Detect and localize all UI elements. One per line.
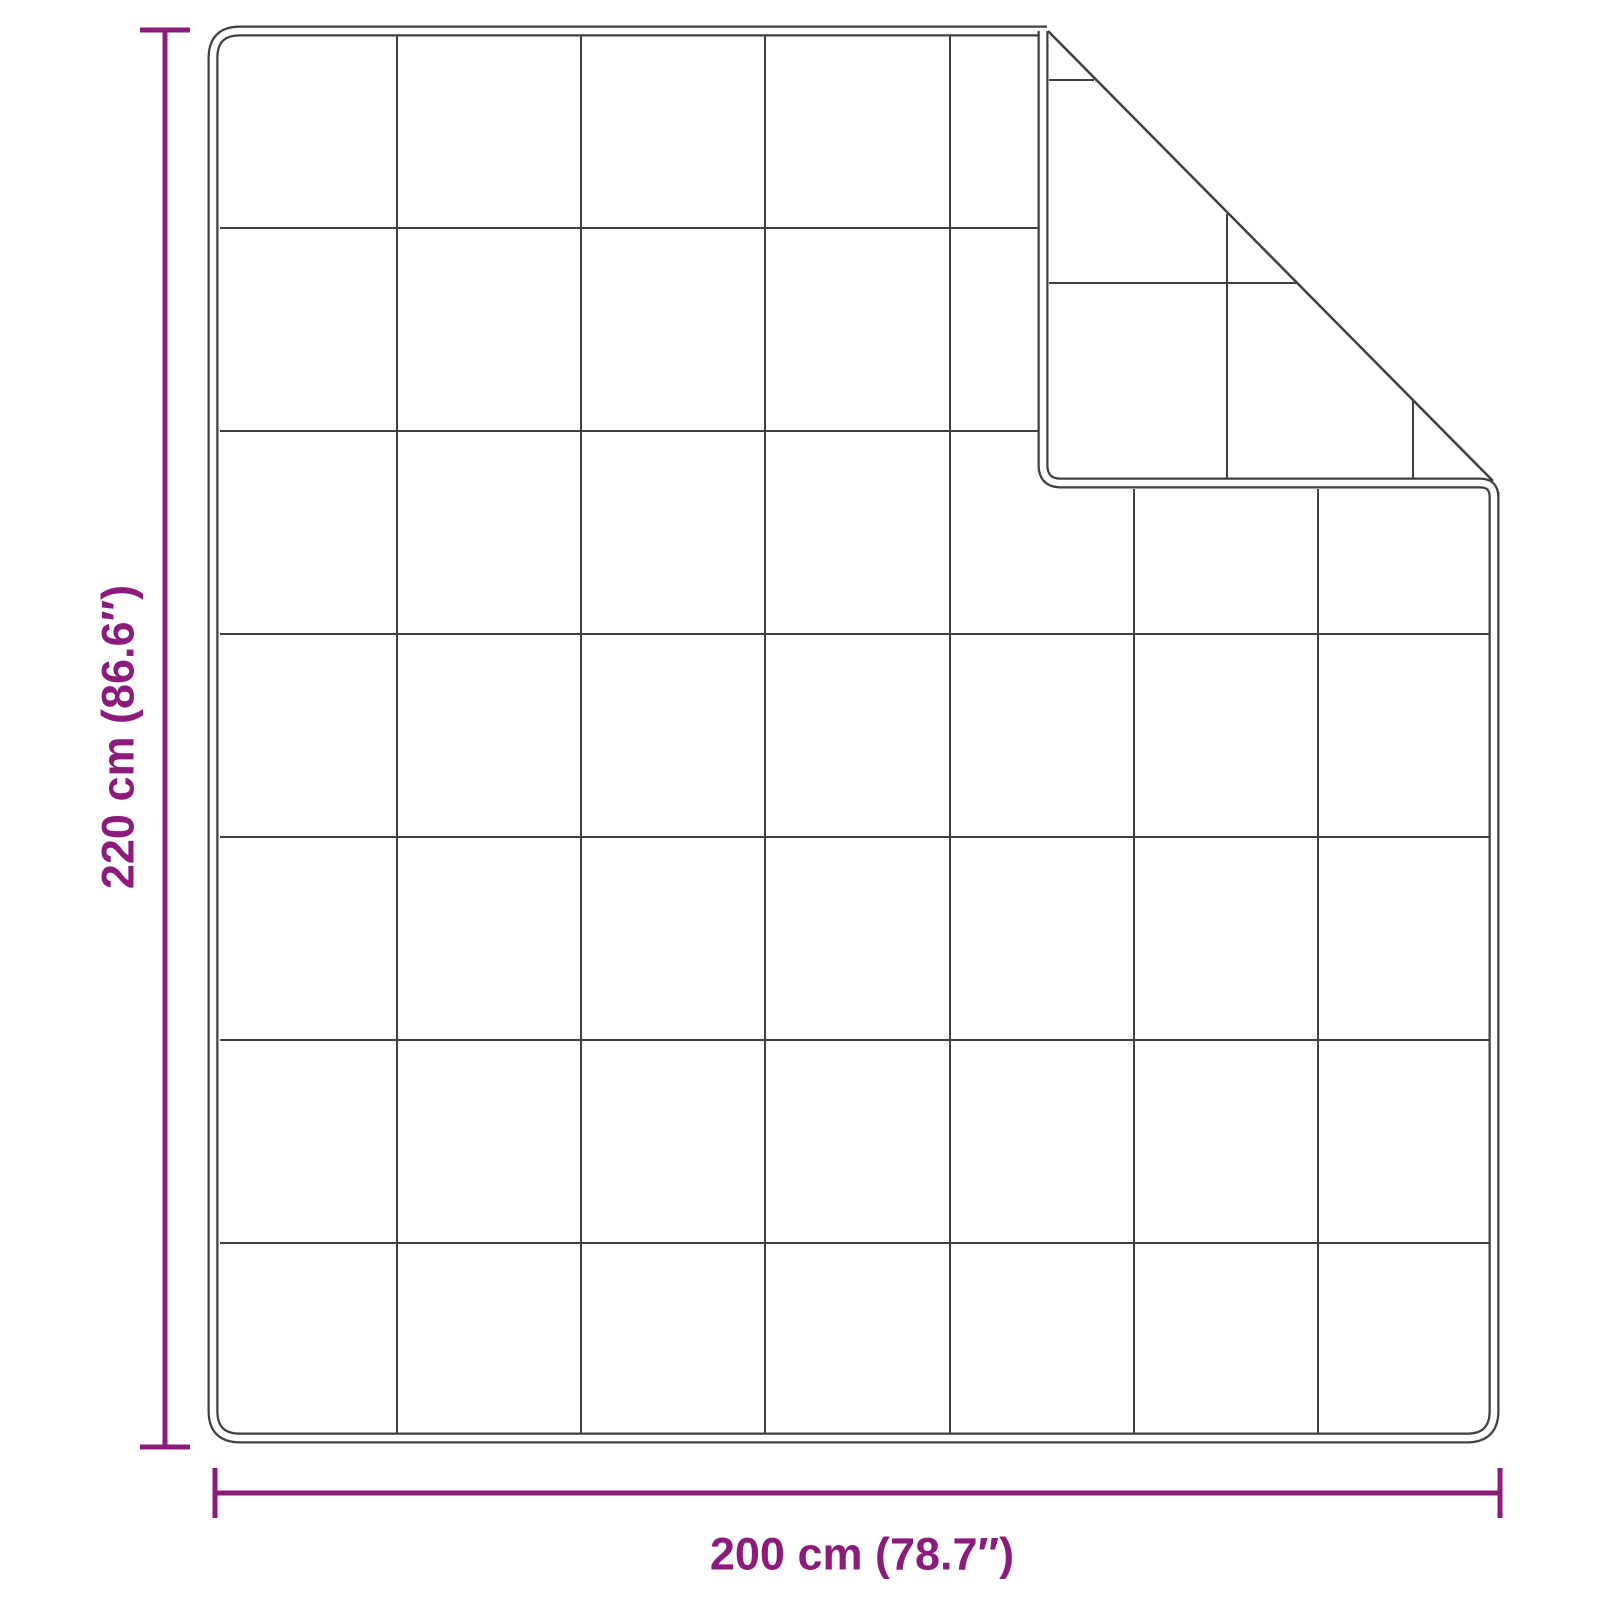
folded-corner-flap [1037,30,1500,498]
flap-edge-inner [1039,31,1498,498]
height-dimension-label: 220 cm (86.6″) [92,584,144,890]
blanket-edge-outer [207,25,1500,1444]
quilt-grid [220,36,1489,1433]
width-dimension-line [212,1468,1503,1518]
fold-line [1047,30,1494,482]
blanket-outline [207,25,1500,1444]
width-dimension-label: 200 cm (78.7″) [709,1528,1015,1580]
flap-edge-outer [1037,31,1500,498]
height-dimension-line [140,27,190,1450]
blanket-edge-inner [209,27,1498,1442]
flap-quilt-grid [1049,79,1414,478]
